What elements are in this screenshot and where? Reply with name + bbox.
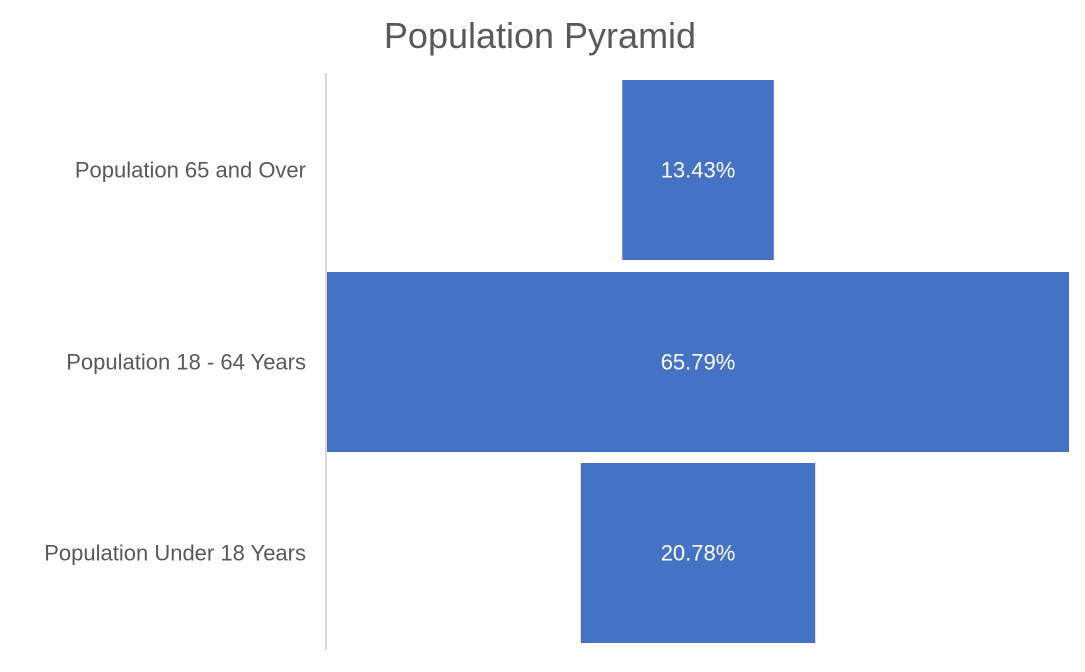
- category-label-0: Population 65 and Over: [75, 158, 306, 183]
- bar-2: [580, 463, 816, 643]
- data-label-0: 13.43%: [661, 158, 736, 183]
- labels-layer: 13.43% Population 65 and Over 65.79% Popula…: [44, 158, 735, 566]
- bar-0: [622, 80, 774, 260]
- data-label-1: 65.79%: [661, 350, 736, 375]
- bars-layer: [327, 80, 1069, 643]
- category-label-1: Population 18 - 64 Years: [66, 350, 306, 375]
- category-label-2: Population Under 18 Years: [44, 541, 306, 566]
- bar-1: [327, 272, 1069, 452]
- chart-title: Population Pyramid: [384, 15, 696, 56]
- data-label-2: 20.78%: [661, 541, 736, 566]
